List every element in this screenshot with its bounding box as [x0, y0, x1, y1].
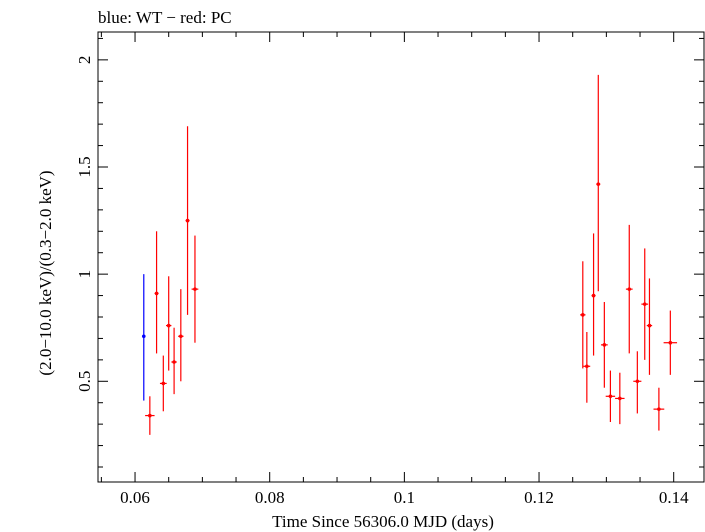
x-tick-label: 0.14 — [659, 488, 689, 507]
x-axis-tick-labels: 0.06 0.08 0.1 0.12 0.14 — [120, 488, 689, 507]
point-marker — [591, 293, 596, 298]
data-point — [596, 74, 601, 292]
data-point — [625, 224, 633, 354]
data-point — [600, 302, 608, 388]
data-point — [154, 231, 159, 354]
y-tick-label: 0.5 — [75, 371, 94, 392]
y-tick-label: 2 — [75, 56, 94, 65]
data-point — [159, 355, 167, 412]
x-axis-label: Time Since 56306.0 MJD (days) — [272, 512, 494, 531]
data-point — [615, 372, 625, 425]
chart-title: blue: WT − red: PC — [98, 8, 232, 27]
point-marker — [179, 334, 183, 339]
point-marker — [185, 218, 190, 223]
data-point — [166, 276, 172, 371]
data-point — [653, 387, 665, 431]
x-tick-label: 0.06 — [120, 488, 150, 507]
point-marker — [657, 407, 661, 411]
y-tick-label: 1 — [75, 270, 94, 279]
data-point — [145, 396, 155, 435]
plot-frame — [97, 31, 705, 483]
point-marker — [172, 360, 176, 364]
data-point — [663, 310, 678, 375]
point-marker — [154, 291, 159, 296]
series-1 — [145, 74, 678, 435]
series-0 — [141, 274, 146, 401]
data-point — [583, 332, 591, 403]
x-axis-ticks — [100, 32, 675, 482]
point-marker — [635, 379, 640, 384]
point-marker — [596, 182, 601, 186]
y-tick-label: 1.5 — [75, 156, 94, 177]
data-point — [171, 327, 177, 395]
x-tick-label: 0.12 — [524, 488, 554, 507]
data-point — [185, 126, 190, 315]
point-marker — [668, 340, 673, 345]
point-marker — [161, 381, 166, 386]
y-axis-ticks — [98, 37, 704, 468]
y-axis-tick-labels: 0.5 1 1.5 2 — [75, 56, 94, 392]
point-marker — [618, 396, 622, 401]
x-tick-label: 0.08 — [255, 488, 285, 507]
data-point — [591, 233, 596, 356]
point-marker — [193, 287, 197, 291]
point-marker — [602, 343, 607, 347]
point-marker — [141, 334, 146, 339]
data-point — [633, 351, 642, 414]
data-point — [178, 289, 184, 382]
data-point — [580, 261, 586, 369]
point-marker — [627, 287, 632, 291]
data-point — [646, 278, 653, 375]
x-tick-label: 0.1 — [394, 488, 415, 507]
point-marker — [608, 394, 613, 399]
data-point — [191, 235, 199, 343]
point-marker — [585, 364, 589, 369]
point-marker — [647, 323, 652, 328]
point-marker — [581, 313, 585, 317]
y-axis-label: (2.0−10.0 keV)/(0.3−2.0 keV) — [36, 170, 55, 375]
data-point — [141, 274, 146, 401]
data-point — [605, 370, 616, 422]
point-marker — [642, 302, 647, 306]
data-series — [141, 74, 678, 435]
point-marker — [166, 323, 171, 328]
point-marker — [148, 413, 152, 418]
data-point — [641, 248, 649, 360]
